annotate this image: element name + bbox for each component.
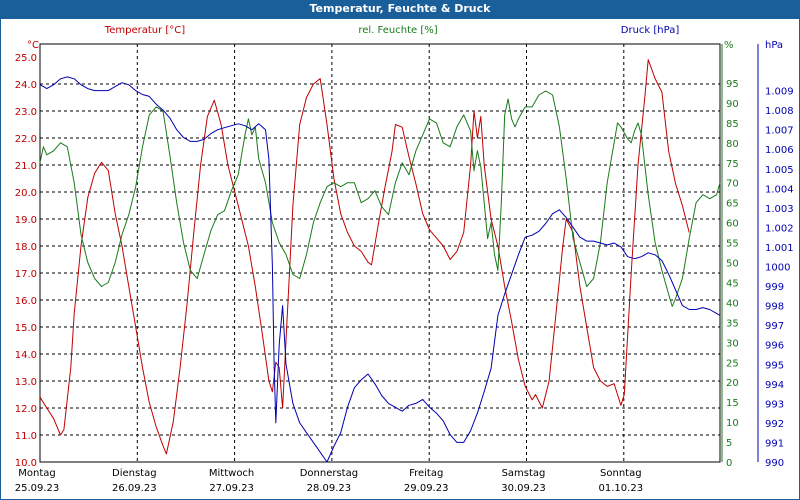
pressure-tick-label: 993: [765, 399, 784, 410]
pressure-tick-label: 990: [765, 458, 784, 469]
day-name-label: Montag: [18, 468, 55, 479]
pressure-tick-label: 991: [765, 438, 784, 449]
temp-tick-label: 10.0: [15, 458, 37, 469]
temp-tick-label: 24.0: [15, 80, 37, 91]
temp-tick-label: 17.0: [15, 269, 37, 280]
temp-tick-label: 18.0: [15, 242, 37, 253]
humidity-tick-label: 45: [726, 278, 739, 289]
humidity-tick-label: 40: [726, 298, 739, 309]
pressure-tick-label: 1.002: [765, 223, 794, 234]
pressure-tick-label: 1.008: [765, 106, 794, 117]
pressure-tick-label: 992: [765, 419, 784, 430]
series-line-temp: [39, 59, 690, 455]
chart-series: [39, 59, 721, 463]
pressure-tick-label: 1.001: [765, 243, 794, 254]
day-date-label: 25.09.23: [15, 483, 60, 494]
day-date-label: 26.09.23: [112, 483, 157, 494]
temp-tick-label: 25.0: [15, 53, 37, 64]
window-title: Temperatur, Feuchte & Druck: [309, 2, 491, 15]
pressure-tick-label: 1000: [765, 263, 790, 274]
pressure-tick-label: 994: [765, 380, 784, 391]
series-line-press: [39, 76, 721, 463]
x-axis-days: Montag 25.09.23 Dienstag 26.09.23 Mittwoch 27…: [15, 468, 643, 494]
legend-humidity: rel. Feuchte [%]: [358, 25, 437, 36]
humidity-tick-label: 25: [726, 358, 739, 369]
legend-pressure: Druck [hPa]: [621, 25, 680, 36]
humidity-tick-label: 75: [726, 159, 739, 170]
humidity-tick-label: 85: [726, 119, 739, 130]
pressure-tick-label: 1.006: [765, 145, 794, 156]
day-name-label: Mittwoch: [209, 468, 254, 479]
temp-tick-label: 19.0: [15, 215, 37, 226]
temp-tick-label: 20.0: [15, 188, 37, 199]
day-date-label: 27.09.23: [209, 483, 254, 494]
pressure-tick-label: 997: [765, 321, 784, 332]
temp-tick-label: 22.0: [15, 134, 37, 145]
humidity-tick-label: 70: [726, 179, 739, 190]
plot-area: [39, 43, 721, 463]
temp-tick-label: 15.0: [15, 323, 37, 334]
humidity-tick-label: 10: [726, 418, 739, 429]
chart-grid: [39, 43, 759, 463]
humidity-tick-label: 65: [726, 199, 739, 210]
day-name-label: Sonntag: [600, 468, 642, 479]
day-date-label: 01.10.23: [599, 483, 644, 494]
temp-tick-label: 21.0: [15, 161, 37, 172]
legend-temp: Temperatur [°C]: [104, 25, 185, 36]
temp-tick-label: 16.0: [15, 296, 37, 307]
pressure-tick-label: 1.009: [765, 87, 794, 98]
pressure-tick-label: 1.005: [765, 165, 794, 176]
humidity-tick-label: 90: [726, 99, 739, 110]
day-name-label: Donnerstag: [300, 468, 358, 479]
unit-temp: °C: [27, 40, 39, 51]
pressure-tick-label: 998: [765, 302, 784, 313]
temp-tick-label: 23.0: [15, 107, 37, 118]
humidity-tick-label: 15: [726, 398, 739, 409]
chart-ticks: 25.0 24.0 23.0 22.0 21.0 20.0 19.0 18.0 17.0 16.0…: [15, 53, 794, 469]
temp-tick-label: 13.0: [15, 377, 37, 388]
pressure-tick-label: 1.004: [765, 184, 794, 195]
humidity-tick-label: 35: [726, 318, 739, 329]
temp-tick-label: 12.0: [15, 404, 37, 415]
humidity-tick-label: 0: [726, 458, 732, 469]
humidity-tick-label: 95: [726, 79, 739, 90]
day-date-label: 29.09.23: [404, 483, 449, 494]
unit-pressure: hPa: [765, 40, 783, 51]
pressure-tick-label: 996: [765, 341, 784, 352]
temp-tick-label: 11.0: [15, 431, 37, 442]
humidity-tick-label: 5: [726, 438, 732, 449]
pressure-tick-label: 1.007: [765, 126, 794, 137]
humidity-tick-label: 50: [726, 259, 739, 270]
unit-humidity: %: [724, 40, 734, 51]
day-name-label: Samstag: [502, 468, 546, 479]
pressure-tick-label: 999: [765, 282, 784, 293]
humidity-tick-label: 60: [726, 219, 739, 230]
title-bar: Temperatur, Feuchte & Druck: [0, 0, 800, 18]
humidity-tick-label: 20: [726, 378, 739, 389]
pressure-tick-label: 1.003: [765, 204, 794, 215]
day-date-label: 30.09.23: [501, 483, 546, 494]
humidity-tick-label: 55: [726, 239, 739, 250]
series-line-hum: [39, 90, 721, 307]
day-date-label: 28.09.23: [307, 483, 352, 494]
humidity-tick-label: 80: [726, 139, 739, 150]
day-name-label: Freitag: [409, 468, 443, 479]
day-name-label: Dienstag: [112, 468, 157, 479]
pressure-tick-label: 995: [765, 360, 784, 371]
temp-tick-label: 14.0: [15, 350, 37, 361]
chart-labels: Temperatur [°C] rel. Feuchte [%] Druck […: [27, 25, 783, 51]
humidity-tick-label: 30: [726, 338, 739, 349]
